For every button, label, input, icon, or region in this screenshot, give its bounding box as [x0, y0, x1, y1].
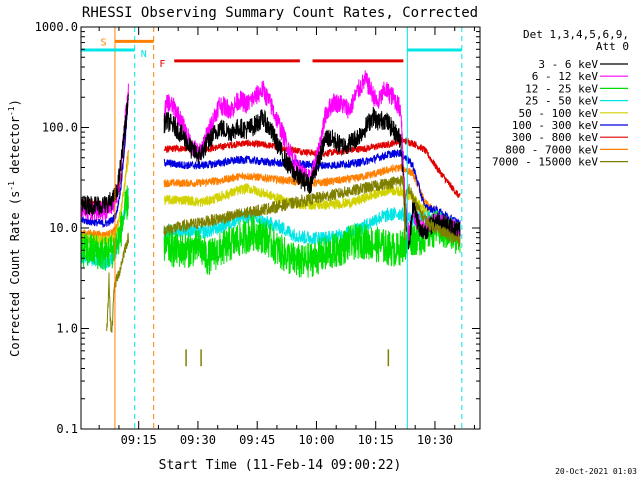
legend-label: 100 - 300 keV	[512, 119, 598, 132]
legend-header-line-1: Det 1,3,4,5,6,9,	[523, 28, 629, 41]
state-label-F: F	[159, 59, 165, 70]
legend-label: 50 - 100 keV	[519, 107, 599, 120]
legend-label: 3 - 6 keV	[538, 58, 598, 71]
x-tick-label: 09:30	[180, 433, 216, 447]
legend-label: 6 - 12 keV	[532, 70, 599, 83]
y-tick-label: 10.0	[49, 221, 78, 235]
y-tick-label: 0.1	[56, 422, 78, 436]
x-tick-label: 10:30	[417, 433, 453, 447]
legend-label: 25 - 50 keV	[525, 95, 598, 108]
series-line-8	[106, 175, 461, 333]
state-label-S: S	[101, 37, 107, 48]
legend-label: 12 - 25 keV	[525, 82, 598, 95]
x-tick-label: 09:45	[239, 433, 275, 447]
legend-label: 800 - 7000 keV	[505, 143, 598, 156]
series-line-5	[80, 98, 461, 229]
legend-header-line-2: Att 0	[596, 40, 629, 53]
x-tick-label: 10:15	[358, 433, 394, 447]
y-tick-label: 1.0	[56, 322, 78, 336]
state-label-N: N	[141, 49, 147, 60]
y-tick-label: 100.0	[42, 121, 78, 135]
series-line-0	[80, 94, 461, 250]
legend-label: 7000 - 15000 keV	[492, 156, 598, 169]
x-tick-label: 09:15	[121, 433, 157, 447]
chart-title: RHESSI Observing Summary Count Rates, Co…	[82, 5, 478, 21]
x-axis-label: Start Time (11-Feb-14 09:00:22)	[159, 458, 402, 473]
y-axis-label: Corrected Count Rate (s-1 detector-1)	[7, 99, 22, 357]
x-tick-label: 10:00	[298, 433, 334, 447]
legend-label: 300 - 800 keV	[512, 131, 598, 144]
y-tick-label: 1000.0	[35, 20, 78, 34]
series-line-2	[80, 185, 461, 278]
footer-timestamp: 20-Oct-2021 01:03	[555, 467, 637, 476]
